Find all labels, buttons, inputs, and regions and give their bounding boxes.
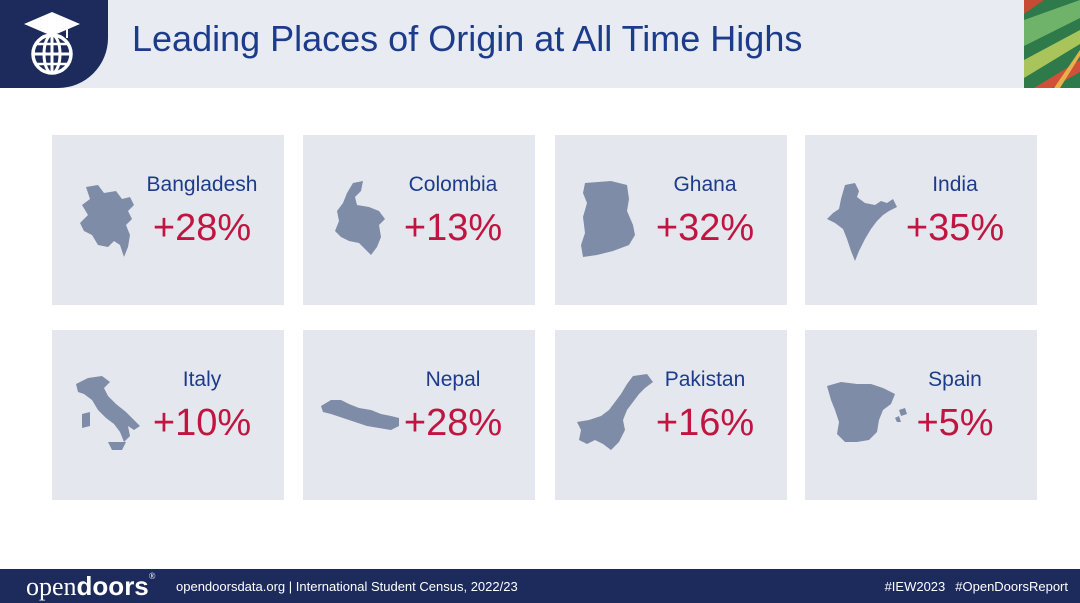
card-spain: Spain +5% — [805, 330, 1037, 500]
census-subtitle: International Student Census, 2022/23 — [295, 579, 518, 594]
separator: | — [288, 579, 293, 594]
percent-change: +35% — [905, 207, 1005, 249]
card-pakistan: Pakistan +16% — [555, 330, 787, 500]
opendoors-logo: opendoors® — [26, 571, 156, 601]
footer-bar: opendoors® opendoorsdata.org | Internati… — [0, 569, 1080, 603]
percent-change: +16% — [655, 402, 755, 444]
website-link[interactable]: opendoorsdata.org — [176, 579, 286, 594]
colombia-map-icon — [335, 181, 385, 255]
bangladesh-map-icon — [80, 185, 134, 257]
header-bar: Leading Places of Origin at All Time Hig… — [0, 0, 1080, 88]
country-name: Pakistan — [664, 368, 746, 391]
hashtag-opendoors: #OpenDoorsReport — [955, 579, 1068, 594]
spain-map-icon — [827, 382, 907, 442]
nepal-map-icon — [321, 400, 399, 430]
card-nepal: Nepal +28% — [303, 330, 535, 500]
percent-change: +5% — [916, 402, 994, 444]
ghana-map-icon — [581, 181, 635, 257]
graduation-globe-icon — [24, 12, 80, 75]
card-india: India +35% — [805, 135, 1037, 305]
country-name: Ghana — [673, 173, 737, 196]
country-name: India — [932, 173, 978, 196]
country-name: Spain — [928, 368, 982, 391]
percent-change: +10% — [152, 402, 252, 444]
country-name: Colombia — [408, 173, 498, 196]
country-name: Bangladesh — [146, 173, 258, 196]
decorative-corner-image — [1024, 0, 1080, 88]
card-italy: Italy +10% — [52, 330, 284, 500]
card-bangladesh: Bangladesh +28% — [52, 135, 284, 305]
pakistan-map-icon — [577, 374, 653, 450]
footer-info: opendoorsdata.org | International Studen… — [176, 579, 518, 594]
card-colombia: Colombia +13% — [303, 135, 535, 305]
india-map-icon — [827, 183, 897, 261]
logo-badge — [0, 0, 108, 88]
percent-change: +28% — [152, 207, 252, 249]
percent-change: +32% — [655, 207, 755, 249]
country-name: Nepal — [425, 368, 481, 391]
percent-change: +28% — [403, 402, 503, 444]
country-name: Italy — [182, 368, 222, 391]
italy-map-icon — [76, 376, 140, 450]
percent-change: +13% — [403, 207, 503, 249]
page-title: Leading Places of Origin at All Time Hig… — [132, 18, 803, 59]
card-ghana: Ghana +32% — [555, 135, 787, 305]
hashtag-iew: #IEW2023 — [884, 579, 946, 594]
hashtags: #IEW2023 #OpenDoorsReport — [885, 579, 1068, 594]
